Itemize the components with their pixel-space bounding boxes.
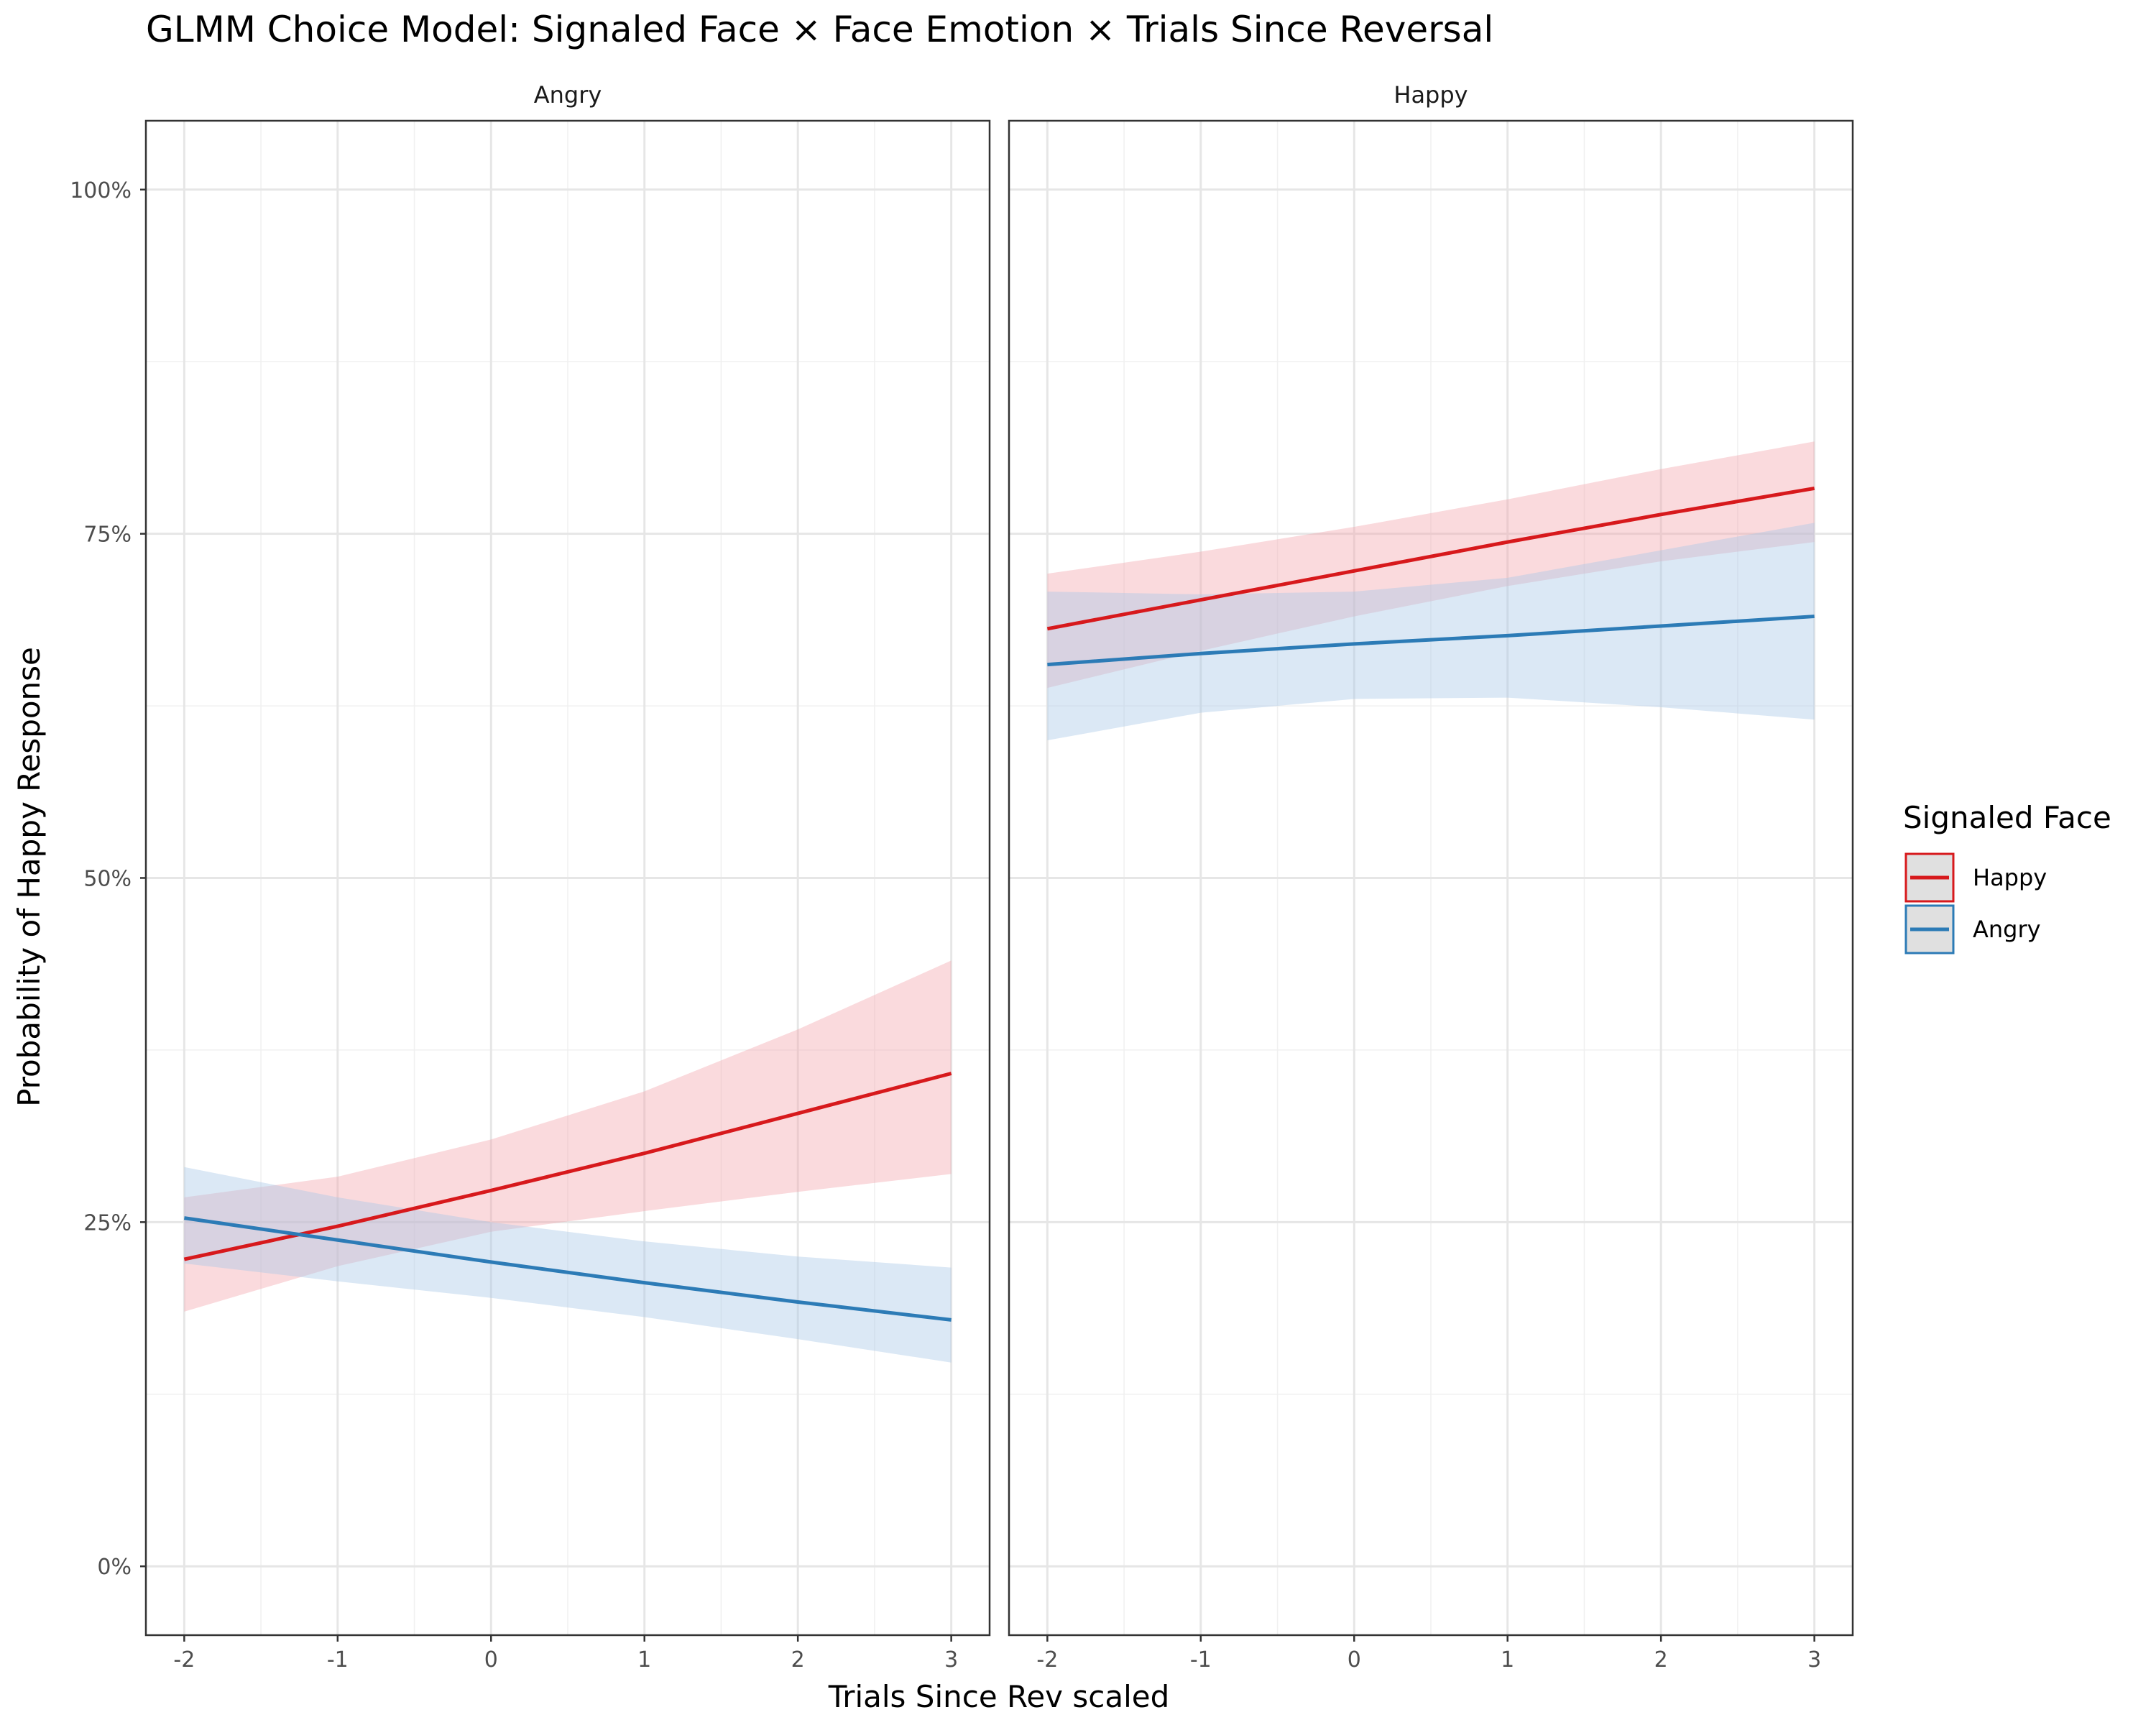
panel-grid bbox=[146, 121, 990, 1635]
x-tick-label: 3 bbox=[1807, 1647, 1821, 1673]
panel-angry: Angry -2 -1 0 1 2 3 bbox=[144, 81, 991, 1673]
legend: Signaled Face Happy Angry bbox=[1903, 800, 2111, 954]
series-line-angry bbox=[1047, 615, 1815, 667]
x-axis-ticks: -2 -1 0 1 2 3 bbox=[1036, 1635, 1821, 1673]
x-tick-label: 1 bbox=[1501, 1647, 1514, 1673]
x-tick-label: -1 bbox=[327, 1647, 349, 1673]
confidence-bands bbox=[1047, 441, 1815, 740]
y-axis-ticks: 0% 25% 50% 75% 100% bbox=[70, 178, 146, 1580]
y-tick-label: 100% bbox=[70, 178, 132, 203]
confidence-band-happy bbox=[184, 960, 952, 1312]
y-tick-label: 75% bbox=[83, 523, 132, 548]
series-lines bbox=[1046, 486, 1815, 667]
x-tick-label: 2 bbox=[791, 1647, 805, 1673]
x-axis-label: Trials Since Rev scaled bbox=[828, 1679, 1170, 1714]
x-tick-label: 1 bbox=[637, 1647, 651, 1673]
legend-title: Signaled Face bbox=[1903, 800, 2111, 835]
chart-title: GLMM Choice Model: Signaled Face × Face … bbox=[146, 9, 1493, 50]
x-tick-label: -2 bbox=[173, 1647, 195, 1673]
confidence-band-angry bbox=[1047, 523, 1815, 740]
panel-grid bbox=[1009, 121, 1853, 1635]
panel-strip-label: Angry bbox=[534, 81, 602, 109]
series-line-happy bbox=[183, 1072, 952, 1261]
panel-strip-label: Happy bbox=[1393, 81, 1468, 109]
x-axis-ticks: -2 -1 0 1 2 3 bbox=[173, 1635, 958, 1673]
series-line-angry bbox=[184, 1216, 952, 1322]
y-tick-label: 50% bbox=[83, 867, 132, 892]
x-tick-label: -1 bbox=[1190, 1647, 1212, 1673]
legend-label-happy: Happy bbox=[1973, 864, 2047, 891]
y-tick-label: 25% bbox=[83, 1210, 132, 1236]
x-tick-label: 2 bbox=[1654, 1647, 1668, 1673]
legend-keys: Happy Angry bbox=[1904, 852, 2047, 954]
x-tick-label: 0 bbox=[484, 1647, 498, 1673]
y-axis-label: Probability of Happy Response bbox=[11, 647, 47, 1107]
confidence-band-happy bbox=[1047, 441, 1815, 689]
x-tick-label: -2 bbox=[1036, 1647, 1058, 1673]
series-line-happy bbox=[1046, 486, 1815, 631]
y-tick-label: 0% bbox=[97, 1555, 132, 1580]
legend-label-angry: Angry bbox=[1973, 916, 2041, 943]
x-tick-label: 0 bbox=[1348, 1647, 1361, 1673]
series-lines bbox=[183, 1072, 952, 1322]
panel-happy: Happy -2 -1 0 1 2 3 bbox=[1008, 81, 1854, 1673]
x-tick-label: 3 bbox=[944, 1647, 958, 1673]
panel-border bbox=[1008, 119, 1854, 1637]
